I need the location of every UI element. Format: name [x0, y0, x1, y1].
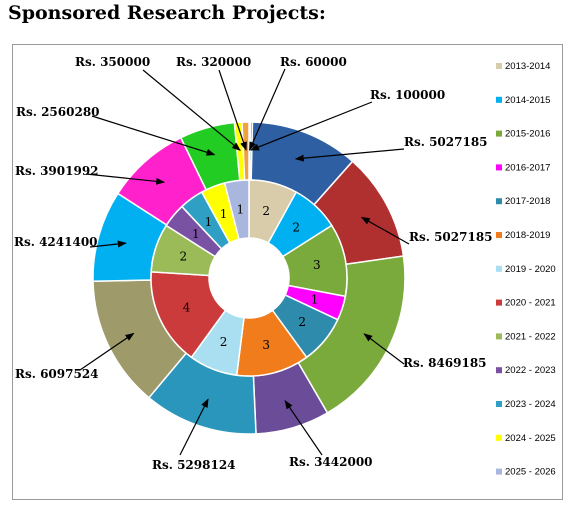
callout-arrow — [79, 332, 135, 371]
inner-slice-12 — [223, 179, 250, 241]
legend-label: 2015-2016 — [505, 129, 550, 140]
legend-label: 2024 - 2025 — [505, 433, 556, 444]
callout-label: Rs. 6097524 — [15, 367, 99, 381]
page-title: Sponsored Research Projects: — [8, 2, 326, 24]
legend-swatch — [496, 63, 502, 69]
legend-label: 2021 - 2022 — [505, 331, 556, 342]
callout-arrow — [89, 240, 127, 248]
callout-arrow — [363, 333, 405, 365]
legend-swatch — [496, 164, 502, 171]
inner-slice-label: 1 — [237, 203, 245, 217]
legend-swatch — [496, 401, 502, 407]
legend-label: 2025 - 2026 — [505, 467, 556, 478]
callout-arrow — [91, 115, 216, 156]
inner-slice-label: 1 — [311, 292, 319, 306]
legend-swatch — [496, 434, 502, 441]
callouts: Rs. 60000 Rs. 100000 Rs. 5027185 Rs. 502718… — [14, 55, 493, 472]
callout-arrow — [85, 173, 166, 185]
callout-label: Rs. 2560280 — [16, 105, 100, 119]
inner-slice-label: 3 — [313, 258, 321, 272]
legend-label: 2023 - 2024 — [505, 399, 556, 410]
callout-arrow — [248, 68, 286, 151]
callout-arrow — [218, 69, 247, 151]
callout-label: Rs. 5027185 — [404, 135, 488, 149]
callout-arrow — [142, 69, 241, 151]
inner-slice-label: 2 — [262, 204, 270, 218]
legend-label: 2020 - 2021 — [505, 298, 556, 309]
callout-arrow — [250, 101, 373, 151]
legend-label: 2013-2014 — [505, 61, 550, 72]
inner-slice-label: 1 — [205, 215, 213, 229]
legend-swatch — [496, 468, 502, 475]
chart-frame — [12, 44, 563, 500]
callout-label: Rs. 350000 — [75, 55, 150, 69]
legend-swatch — [496, 130, 502, 137]
legend: 2013-2014 2014-2015 2015-2016 2016-2017 2017… — [496, 61, 556, 478]
inner-slice-label: 4 — [183, 300, 191, 314]
legend-label: 2017-2018 — [505, 196, 550, 207]
callout-label: Rs. 5298124 — [152, 458, 236, 472]
legend-label: 2016-2017 — [505, 162, 550, 173]
legend-swatch — [496, 96, 502, 103]
inner-slice-label: 1 — [192, 227, 200, 241]
legend-swatch — [496, 333, 502, 340]
legend-swatch — [496, 232, 502, 238]
outer-ring — [92, 121, 406, 435]
callout-label: Rs. 60000 — [280, 55, 347, 69]
inner-slice-label: 3 — [262, 338, 270, 352]
callout-arrow — [179, 398, 209, 456]
legend-label: 2019 - 2020 — [505, 264, 556, 275]
inner-slice-label: 2 — [292, 221, 300, 235]
callout-label: Rs. 5027185 — [409, 230, 493, 244]
callout-label: Rs. 8469185 — [403, 356, 487, 370]
inner-slice-label: 2 — [220, 335, 228, 349]
legend-label: 2014-2015 — [505, 95, 550, 106]
inner-slice-label: 1 — [220, 207, 228, 221]
callout-label: Rs. 320000 — [176, 55, 251, 69]
callout-arrow — [360, 216, 410, 245]
callout-label: Rs. 4241400 — [14, 235, 98, 249]
legend-swatch — [496, 198, 502, 205]
legend-swatch — [496, 265, 502, 272]
legend-swatch — [496, 299, 502, 306]
callout-arrow — [294, 148, 405, 162]
legend-swatch — [496, 367, 502, 374]
callout-arrow — [284, 399, 323, 456]
inner-slice-label: 2 — [298, 315, 306, 329]
callout-label: Rs. 100000 — [370, 88, 445, 102]
callout-label: Rs. 3901992 — [15, 164, 99, 178]
inner-slice-label: 2 — [180, 250, 188, 264]
legend-label: 2022 - 2023 — [505, 365, 556, 376]
callout-label: Rs. 3442000 — [289, 455, 373, 469]
legend-label: 2018-2019 — [505, 230, 550, 241]
